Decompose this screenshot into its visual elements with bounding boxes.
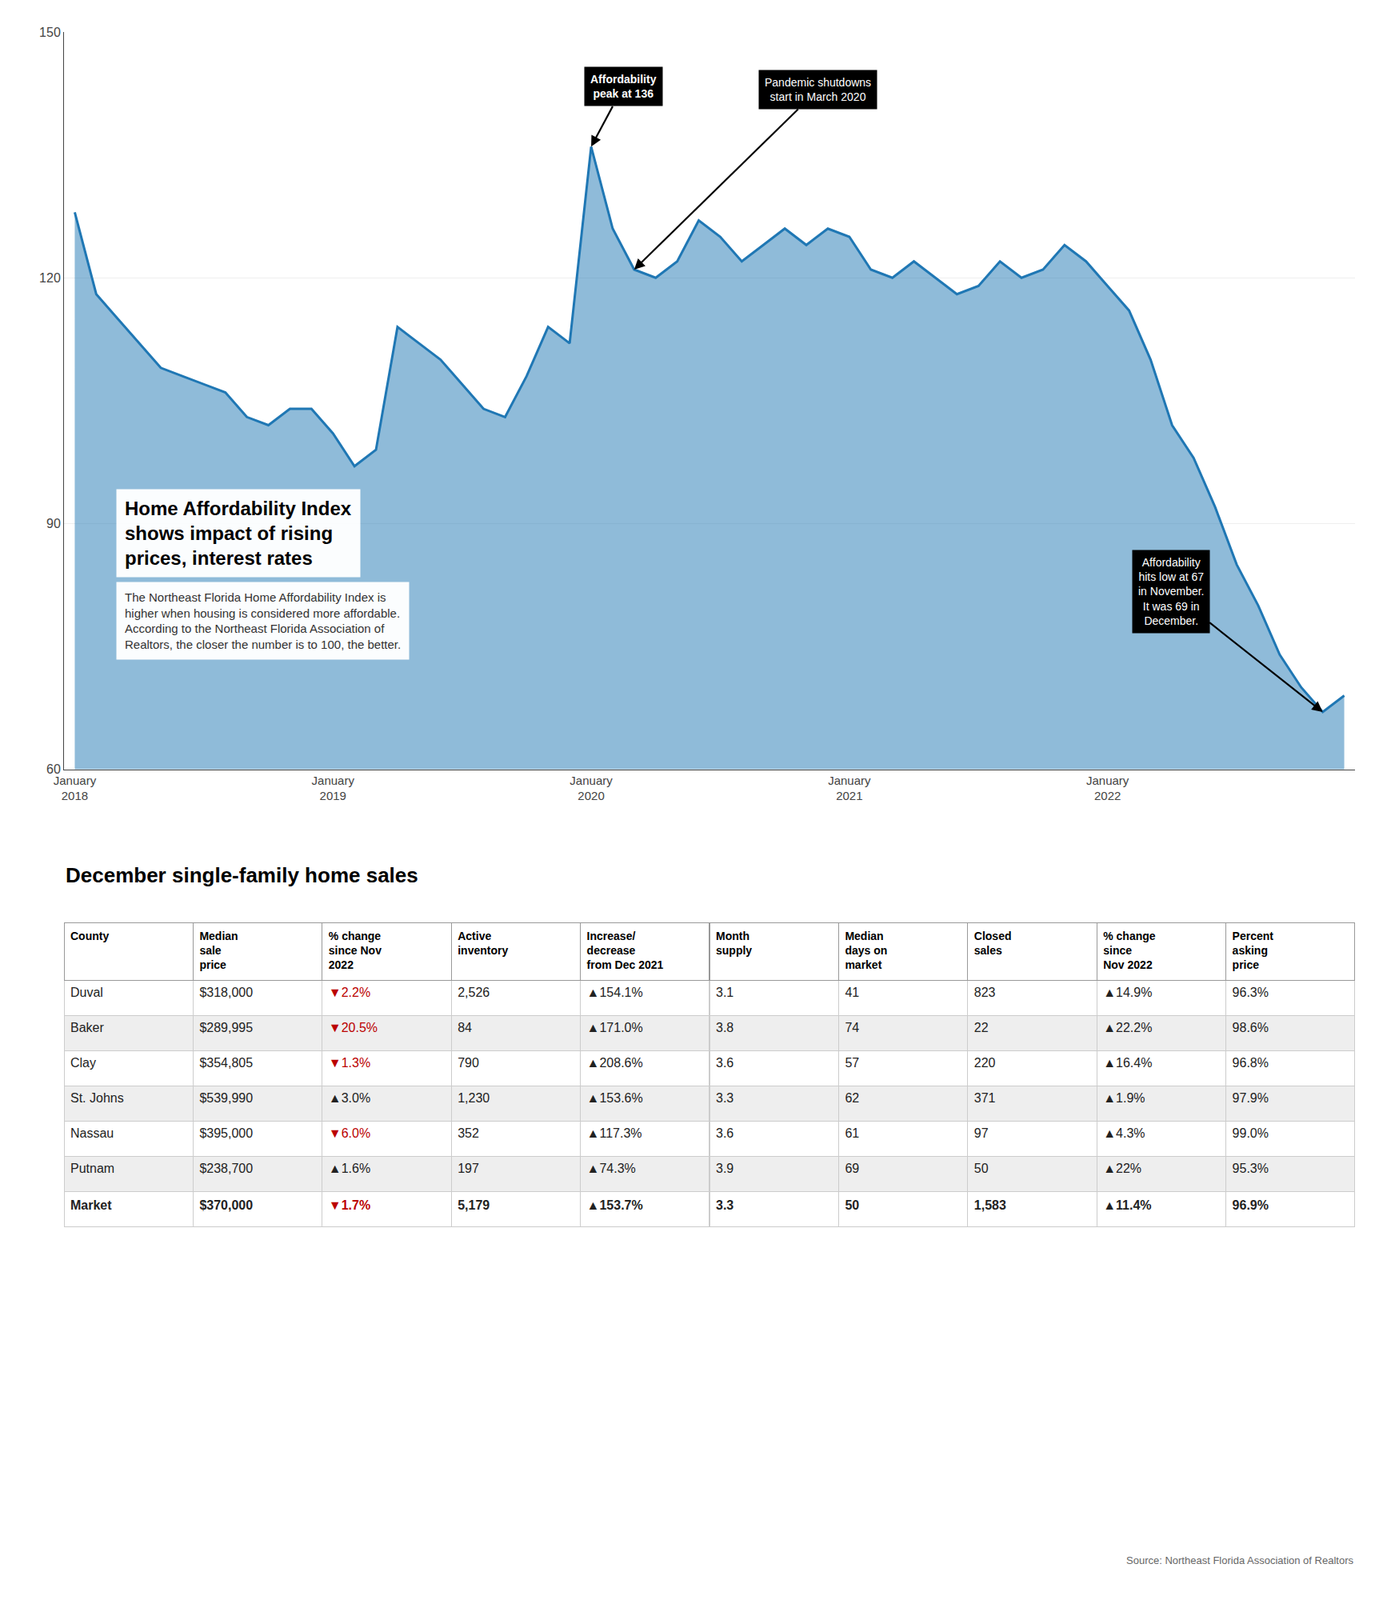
svg-text:97: 97 (974, 1126, 989, 1140)
svg-text:96.3%: 96.3% (1232, 985, 1269, 1000)
svg-text:January2022: January2022 (1086, 773, 1130, 804)
svg-text:▼2.2%: ▼2.2% (328, 985, 371, 1000)
svg-text:Affordabilityhits low at 67in: Affordabilityhits low at 67in November.I… (1138, 555, 1204, 628)
svg-text:$395,000: $395,000 (199, 1126, 253, 1140)
svg-text:96.9%: 96.9% (1232, 1198, 1269, 1212)
svg-text:▲74.3%: ▲74.3% (587, 1161, 636, 1176)
svg-text:Putnam: Putnam (70, 1161, 115, 1176)
svg-text:St. Johns: St. Johns (70, 1091, 124, 1105)
svg-text:Baker: Baker (70, 1020, 104, 1035)
svg-text:Mediandays onmarket: Mediandays onmarket (844, 929, 888, 972)
svg-text:Source: Northeast Florida Asso: Source: Northeast Florida Association of… (1126, 1554, 1354, 1567)
svg-text:Pandemic shutdownsstart in Mar: Pandemic shutdownsstart in March 2020 (764, 75, 872, 104)
svg-text:$370,000: $370,000 (199, 1198, 253, 1212)
svg-text:% changesinceNov 2022: % changesinceNov 2022 (1103, 929, 1156, 972)
svg-text:3.6: 3.6 (715, 1055, 734, 1070)
svg-text:Market: Market (70, 1198, 112, 1212)
svg-text:▼1.7%: ▼1.7% (328, 1198, 371, 1212)
svg-text:Monthsupply: Monthsupply (715, 929, 752, 957)
svg-text:January2019: January2019 (311, 773, 356, 804)
svg-text:January2020: January2020 (569, 773, 613, 804)
svg-text:Nassau: Nassau (70, 1126, 114, 1140)
svg-text:▲154.1%: ▲154.1% (587, 985, 644, 1000)
svg-text:Closedsales: Closedsales (974, 929, 1012, 957)
svg-text:January2018: January2018 (53, 773, 97, 804)
svg-text:Duval: Duval (70, 985, 104, 1000)
svg-text:▲1.9%: ▲1.9% (1103, 1091, 1145, 1105)
svg-text:▼6.0%: ▼6.0% (328, 1126, 371, 1140)
svg-text:3.3: 3.3 (715, 1091, 734, 1105)
svg-text:$539,990: $539,990 (199, 1091, 253, 1105)
svg-text:$318,000: $318,000 (199, 985, 253, 1000)
svg-text:823: 823 (974, 985, 996, 1000)
svg-text:▲1.6%: ▲1.6% (328, 1161, 371, 1176)
svg-text:Percentaskingprice: Percentaskingprice (1232, 929, 1275, 972)
svg-text:95.3%: 95.3% (1232, 1161, 1269, 1176)
svg-text:61: 61 (844, 1126, 860, 1140)
svg-text:1,583: 1,583 (974, 1198, 1007, 1212)
svg-text:57: 57 (844, 1055, 860, 1070)
svg-text:▲22.2%: ▲22.2% (1103, 1020, 1152, 1035)
svg-text:150: 150 (39, 25, 61, 40)
svg-text:▲153.7%: ▲153.7% (587, 1198, 644, 1212)
svg-text:County: County (70, 929, 109, 943)
svg-text:120: 120 (39, 271, 61, 285)
svg-text:$289,995: $289,995 (199, 1020, 253, 1035)
svg-text:▲16.4%: ▲16.4% (1103, 1055, 1152, 1070)
svg-text:▲14.9%: ▲14.9% (1103, 985, 1152, 1000)
svg-text:Affordabilitypeak at 136: Affordabilitypeak at 136 (590, 72, 657, 100)
svg-text:50: 50 (844, 1198, 860, 1212)
svg-text:3.6: 3.6 (715, 1126, 734, 1140)
svg-text:41: 41 (844, 985, 860, 1000)
svg-text:The Northeast Florida Home Aff: The Northeast Florida Home Affordability… (124, 590, 401, 652)
svg-text:▲22%: ▲22% (1103, 1161, 1142, 1176)
svg-text:3.1: 3.1 (715, 985, 734, 1000)
svg-text:90: 90 (46, 516, 61, 531)
svg-text:▲117.3%: ▲117.3% (587, 1126, 643, 1140)
svg-text:371: 371 (974, 1091, 996, 1105)
svg-text:69: 69 (844, 1161, 860, 1176)
svg-text:December single-family home sa: December single-family home sales (65, 863, 419, 888)
svg-text:▼20.5%: ▼20.5% (328, 1020, 378, 1035)
svg-text:96.8%: 96.8% (1232, 1055, 1269, 1070)
svg-text:60: 60 (46, 762, 61, 776)
svg-text:2,526: 2,526 (457, 985, 490, 1000)
svg-text:▲11.4%: ▲11.4% (1103, 1198, 1152, 1212)
svg-text:98.6%: 98.6% (1232, 1020, 1269, 1035)
svg-text:January2021: January2021 (827, 773, 872, 804)
svg-text:Mediansaleprice: Mediansaleprice (199, 929, 238, 972)
svg-text:84: 84 (457, 1020, 472, 1035)
svg-text:▲171.0%: ▲171.0% (587, 1020, 644, 1035)
svg-text:3.8: 3.8 (715, 1020, 734, 1035)
svg-text:22: 22 (974, 1020, 989, 1035)
svg-text:74: 74 (844, 1020, 860, 1035)
svg-text:5,179: 5,179 (457, 1198, 490, 1212)
svg-text:▲4.3%: ▲4.3% (1103, 1126, 1145, 1140)
svg-text:220: 220 (974, 1055, 996, 1070)
svg-text:1,230: 1,230 (457, 1091, 490, 1105)
svg-text:Activeinventory: Activeinventory (457, 929, 508, 957)
svg-text:Home Affordability Indexshows: Home Affordability Indexshows impact of … (124, 497, 352, 569)
svg-text:790: 790 (457, 1055, 480, 1070)
svg-text:$238,700: $238,700 (199, 1161, 253, 1176)
svg-text:Clay: Clay (70, 1055, 96, 1070)
svg-text:352: 352 (457, 1126, 480, 1140)
svg-text:% changesince Nov2022: % changesince Nov2022 (328, 929, 382, 972)
svg-text:99.0%: 99.0% (1232, 1126, 1269, 1140)
svg-text:62: 62 (844, 1091, 860, 1105)
svg-text:▼1.3%: ▼1.3% (328, 1055, 371, 1070)
svg-text:3.3: 3.3 (715, 1198, 734, 1212)
svg-text:▲153.6%: ▲153.6% (587, 1091, 644, 1105)
svg-text:▲3.0%: ▲3.0% (328, 1091, 371, 1105)
svg-text:97.9%: 97.9% (1232, 1091, 1269, 1105)
svg-text:197: 197 (457, 1161, 480, 1176)
svg-text:50: 50 (974, 1161, 989, 1176)
svg-text:Increase/decreasefrom Dec 2021: Increase/decreasefrom Dec 2021 (587, 929, 664, 972)
svg-text:▲208.6%: ▲208.6% (587, 1055, 644, 1070)
svg-text:3.9: 3.9 (715, 1161, 734, 1176)
svg-text:$354,805: $354,805 (199, 1055, 253, 1070)
